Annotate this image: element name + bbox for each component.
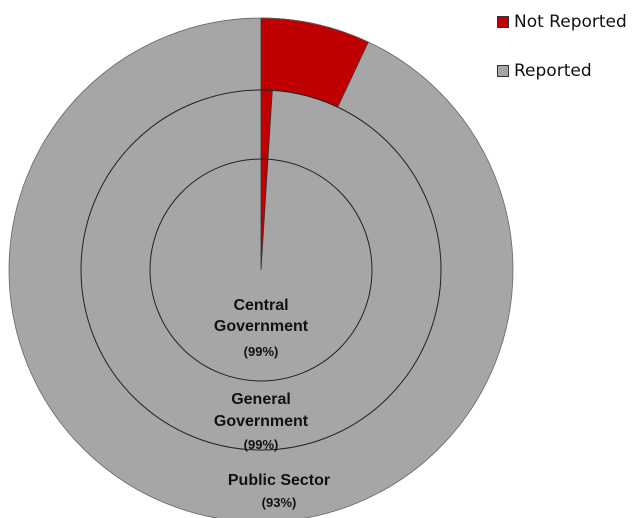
ring-label-general-line1: General bbox=[231, 391, 291, 408]
legend-label-not-reported: Not Reported bbox=[514, 12, 627, 32]
ring-label-central-line1: Central bbox=[233, 297, 288, 314]
ring-label-general-line2: Government bbox=[214, 413, 309, 430]
ring-pct-central: (99%) bbox=[244, 344, 279, 359]
legend-item-reported: Reported bbox=[497, 61, 592, 81]
ring-outline-central-government bbox=[149, 158, 373, 382]
ring-outline-public-sector bbox=[8, 17, 514, 518]
ring-outlines bbox=[8, 17, 514, 518]
reported-swatch bbox=[497, 65, 509, 77]
slice-reported-general-government bbox=[81, 90, 442, 450]
ring-label-central-line2: Government bbox=[214, 318, 309, 335]
chart-slices bbox=[9, 17, 513, 518]
ring-outline-general-government bbox=[80, 89, 442, 451]
legend-label-reported: Reported bbox=[514, 61, 592, 81]
not-reported-swatch bbox=[497, 16, 509, 28]
legend-item-not-reported: Not Reported bbox=[497, 12, 627, 32]
ring-pct-public-sector: (93%) bbox=[262, 495, 297, 510]
ring-pct-general: (99%) bbox=[244, 437, 279, 452]
ring-label-public-sector: Public Sector bbox=[228, 472, 330, 489]
